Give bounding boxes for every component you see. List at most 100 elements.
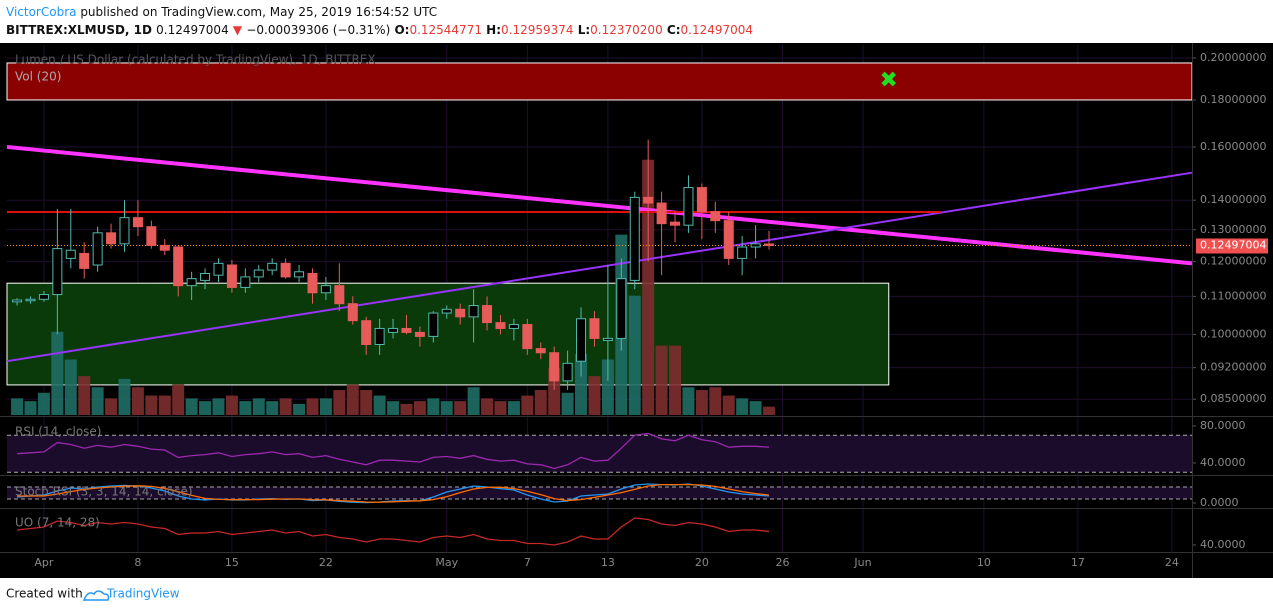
y-tick-label: 0.08500000 xyxy=(1200,392,1266,405)
ohlc-value: 0.12959374 xyxy=(501,23,574,37)
volume-bar xyxy=(588,376,601,415)
x-tick-label: May xyxy=(435,556,458,569)
footer-brand[interactable]: TradingView xyxy=(106,587,180,601)
candle-body xyxy=(12,299,23,303)
candle-body xyxy=(240,276,251,288)
candle-body xyxy=(213,262,224,276)
x-tick-label: 15 xyxy=(225,556,239,569)
x-tick-label: 22 xyxy=(319,556,333,569)
candle-body xyxy=(294,271,305,278)
x-tick-label: 20 xyxy=(695,556,709,569)
volume-bar xyxy=(24,401,37,415)
candle-body xyxy=(589,318,600,339)
volume-bar xyxy=(440,401,453,415)
arrow: ▼ xyxy=(233,23,243,37)
candle-body xyxy=(146,226,157,246)
volume-bar xyxy=(239,401,252,415)
candle-body xyxy=(643,196,654,204)
volume-bar xyxy=(145,395,158,415)
volume-bar xyxy=(346,384,359,415)
y-tick-label: 0.10000000 xyxy=(1200,327,1266,340)
candle-body xyxy=(159,244,170,251)
volume-bar xyxy=(736,398,749,415)
y-tick-label: 0.16000000 xyxy=(1200,140,1266,153)
volume-bar xyxy=(722,395,735,415)
volume-bar xyxy=(105,398,118,415)
volume-bar xyxy=(373,395,386,415)
candle-body xyxy=(428,312,439,337)
candle-body xyxy=(696,187,707,213)
volume-bar xyxy=(454,401,467,415)
candle-body xyxy=(334,285,345,305)
y-tick-label: 0.18000000 xyxy=(1200,93,1266,106)
candle-body xyxy=(737,246,748,259)
volume-bar xyxy=(131,387,144,415)
ohlc-value: 0.12497004 xyxy=(681,23,754,37)
volume-bar xyxy=(266,401,279,415)
volume-bar xyxy=(51,331,64,415)
volume-bar xyxy=(293,403,306,415)
x-tick-label: 24 xyxy=(1165,556,1179,569)
candle-body xyxy=(723,220,734,259)
volume-bar xyxy=(64,359,77,415)
candle-body xyxy=(401,327,412,333)
candle-body xyxy=(495,322,506,329)
candle-body xyxy=(414,331,425,337)
indicator-line xyxy=(17,517,770,546)
volume-bar xyxy=(78,376,91,415)
y-tick-label: 0.09200000 xyxy=(1200,361,1266,374)
candle-body xyxy=(508,324,519,329)
volume-bar xyxy=(37,392,50,415)
x-tick-label: Jun xyxy=(853,556,871,569)
candle-body xyxy=(455,308,466,318)
volume-bar xyxy=(172,384,185,415)
candle-body xyxy=(132,217,143,228)
logo xyxy=(82,590,110,601)
indicator-legend: Stoch RSI (3, 3, 14, 14, close) xyxy=(15,485,193,499)
author[interactable]: VictorCobra xyxy=(6,5,76,19)
indicator-line xyxy=(17,483,770,504)
indicator-line xyxy=(17,432,770,470)
candle-body xyxy=(347,303,358,322)
candle-body xyxy=(52,248,63,296)
y-tick-label: 0.0000 xyxy=(1200,496,1239,509)
candle-body xyxy=(79,252,90,269)
ohlc-key: C: xyxy=(667,23,681,37)
candle-body xyxy=(226,264,237,288)
zone xyxy=(6,282,890,386)
candle-body xyxy=(267,262,278,271)
volume-bar xyxy=(306,398,319,415)
volume-bar xyxy=(427,398,440,415)
volume-bar xyxy=(360,390,373,415)
indicator-legend: UO (7, 14, 28) xyxy=(15,516,100,530)
y-tick-label: 40.0000 xyxy=(1200,456,1246,469)
candle-body xyxy=(468,305,479,318)
volume-bar xyxy=(387,401,400,415)
trend-line xyxy=(6,144,1193,266)
volume-bar xyxy=(185,398,198,415)
footer-created: Created with xyxy=(6,587,83,601)
candle-body xyxy=(307,272,318,294)
y-tick-label: 0.20000000 xyxy=(1200,51,1266,64)
candle-body xyxy=(186,278,197,287)
marker: ✖ xyxy=(880,68,898,93)
candle-body xyxy=(629,196,640,281)
ohlc-value: 0.12370200 xyxy=(590,23,663,37)
candle-body xyxy=(482,305,493,324)
candle-body xyxy=(200,272,211,281)
volume-bar xyxy=(682,387,695,415)
x-tick-label: 13 xyxy=(601,556,615,569)
x-tick-label: 17 xyxy=(1071,556,1085,569)
candle-body xyxy=(562,362,573,382)
candle-body xyxy=(656,202,667,225)
candle-body xyxy=(106,232,117,245)
volume-bar xyxy=(413,401,426,415)
candle-body xyxy=(535,348,546,354)
trend-line xyxy=(6,171,1193,363)
volume-bar xyxy=(158,395,171,415)
volume-bar xyxy=(642,159,655,415)
volume-bar xyxy=(561,392,574,415)
band-fill xyxy=(7,487,1192,499)
volume-bar xyxy=(467,387,480,415)
